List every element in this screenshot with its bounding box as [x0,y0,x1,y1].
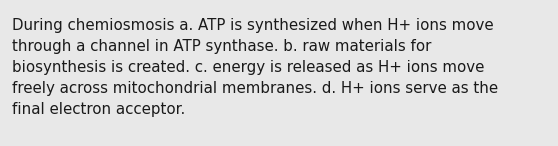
Text: During chemiosmosis a. ATP is synthesized when H+ ions move
through a channel in: During chemiosmosis a. ATP is synthesize… [12,18,498,117]
